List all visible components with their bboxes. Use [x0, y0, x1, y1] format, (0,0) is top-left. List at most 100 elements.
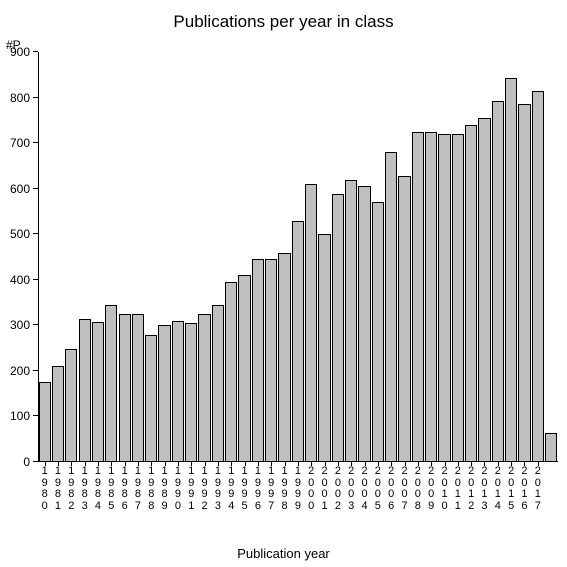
bar-slot: 1 9 8 4 [91, 52, 104, 462]
y-tick-label: 800 [10, 91, 30, 105]
bar-slot: 2 0 0 7 [398, 52, 411, 462]
x-tick-label: 2 0 0 4 [361, 466, 369, 512]
x-tick-label: 1 9 9 6 [254, 466, 262, 512]
x-tick-label: 1 9 8 4 [94, 466, 102, 512]
bar [158, 325, 170, 462]
bar [92, 322, 104, 462]
bar-slot: 1 9 9 8 [278, 52, 291, 462]
plot-area: 1 9 8 01 9 8 11 9 8 21 9 8 31 9 8 41 9 8… [38, 52, 558, 462]
x-tick-label: 2 0 0 8 [414, 466, 422, 512]
bar-slot: 2 0 1 2 [465, 52, 478, 462]
y-tick-mark [33, 461, 38, 462]
bar [252, 259, 264, 462]
y-tick-label: 0 [23, 455, 30, 469]
y-tick-label: 200 [10, 364, 30, 378]
bar-slot: 2 0 0 2 [331, 52, 344, 462]
bar-slot: 1 9 8 2 [65, 52, 78, 462]
bar [318, 234, 330, 462]
x-tick-label: 1 9 8 0 [41, 466, 49, 512]
x-tick-mark [58, 462, 59, 466]
x-tick-mark [538, 462, 539, 466]
chart-title: Publications per year in class [0, 12, 567, 32]
y-tick-mark [33, 142, 38, 143]
y-tick-mark [33, 370, 38, 371]
bar-slot: 2 0 1 1 [451, 52, 464, 462]
x-tick-label: 1 9 9 8 [281, 466, 289, 512]
bar [465, 125, 477, 462]
bar [292, 221, 304, 462]
bar-slot: 1 9 8 3 [78, 52, 91, 462]
x-tick-label: 2 0 1 1 [454, 466, 462, 512]
x-tick-mark [258, 462, 259, 466]
bar [438, 134, 450, 462]
y-tick-label: 500 [10, 227, 30, 241]
x-tick-mark [71, 462, 72, 466]
y-tick-label: 900 [10, 45, 30, 59]
bar-slot: 2 0 0 8 [411, 52, 424, 462]
x-tick-mark [484, 462, 485, 466]
x-tick-label: 1 9 8 7 [134, 466, 142, 512]
x-tick-mark [205, 462, 206, 466]
x-tick-label: 1 9 9 7 [267, 466, 275, 512]
bar-slot: 2 0 0 9 [425, 52, 438, 462]
x-tick-mark [245, 462, 246, 466]
y-tick-label: 700 [10, 136, 30, 150]
bar-slot: 1 9 9 2 [198, 52, 211, 462]
x-axis-title: Publication year [0, 546, 567, 561]
bar-slot: 2 0 1 4 [491, 52, 504, 462]
x-tick-mark [85, 462, 86, 466]
bar [185, 323, 197, 462]
x-tick-label: 2 0 0 0 [307, 466, 315, 512]
x-tick-mark [111, 462, 112, 466]
bar-slot: 1 9 8 9 [158, 52, 171, 462]
y-tick-label: 300 [10, 318, 30, 332]
bar [278, 253, 290, 462]
bar [79, 319, 91, 463]
x-tick-mark [271, 462, 272, 466]
x-tick-label: 1 9 9 2 [201, 466, 209, 512]
bar [532, 91, 544, 462]
x-tick-mark [285, 462, 286, 466]
x-tick-mark [311, 462, 312, 466]
bar-slot [544, 52, 557, 462]
x-tick-mark [165, 462, 166, 466]
bar-slot: 2 0 0 6 [385, 52, 398, 462]
y-tick-mark [33, 233, 38, 234]
x-tick-label: 1 9 8 3 [81, 466, 89, 512]
x-tick-label: 2 0 1 5 [507, 466, 515, 512]
x-tick-mark [338, 462, 339, 466]
x-tick-mark [431, 462, 432, 466]
bar [225, 282, 237, 462]
x-tick-label: 1 9 8 8 [147, 466, 155, 512]
x-tick-mark [45, 462, 46, 466]
bar [358, 186, 370, 462]
y-tick-mark [33, 324, 38, 325]
bar [119, 314, 131, 462]
x-tick-label: 2 0 1 7 [534, 466, 542, 512]
bar [238, 275, 250, 462]
x-tick-label: 1 9 9 1 [187, 466, 195, 512]
bar [39, 382, 51, 462]
bars-group: 1 9 8 01 9 8 11 9 8 21 9 8 31 9 8 41 9 8… [38, 52, 558, 462]
x-tick-mark [325, 462, 326, 466]
x-tick-mark [418, 462, 419, 466]
x-tick-label: 1 9 8 5 [107, 466, 115, 512]
bar-slot: 2 0 0 4 [358, 52, 371, 462]
bar [478, 118, 490, 462]
bar [425, 132, 437, 462]
bar-slot: 2 0 1 0 [438, 52, 451, 462]
x-tick-mark [298, 462, 299, 466]
x-tick-mark [405, 462, 406, 466]
bar [105, 305, 117, 462]
bar [345, 180, 357, 462]
bar-slot: 1 9 9 7 [265, 52, 278, 462]
bar-slot: 1 9 9 4 [225, 52, 238, 462]
x-tick-mark [138, 462, 139, 466]
x-tick-mark [378, 462, 379, 466]
x-tick-mark [471, 462, 472, 466]
bar-slot: 1 9 8 7 [131, 52, 144, 462]
bar [505, 78, 517, 462]
y-tick-mark [33, 51, 38, 52]
bar [492, 101, 504, 462]
bar-slot: 1 9 8 1 [51, 52, 64, 462]
